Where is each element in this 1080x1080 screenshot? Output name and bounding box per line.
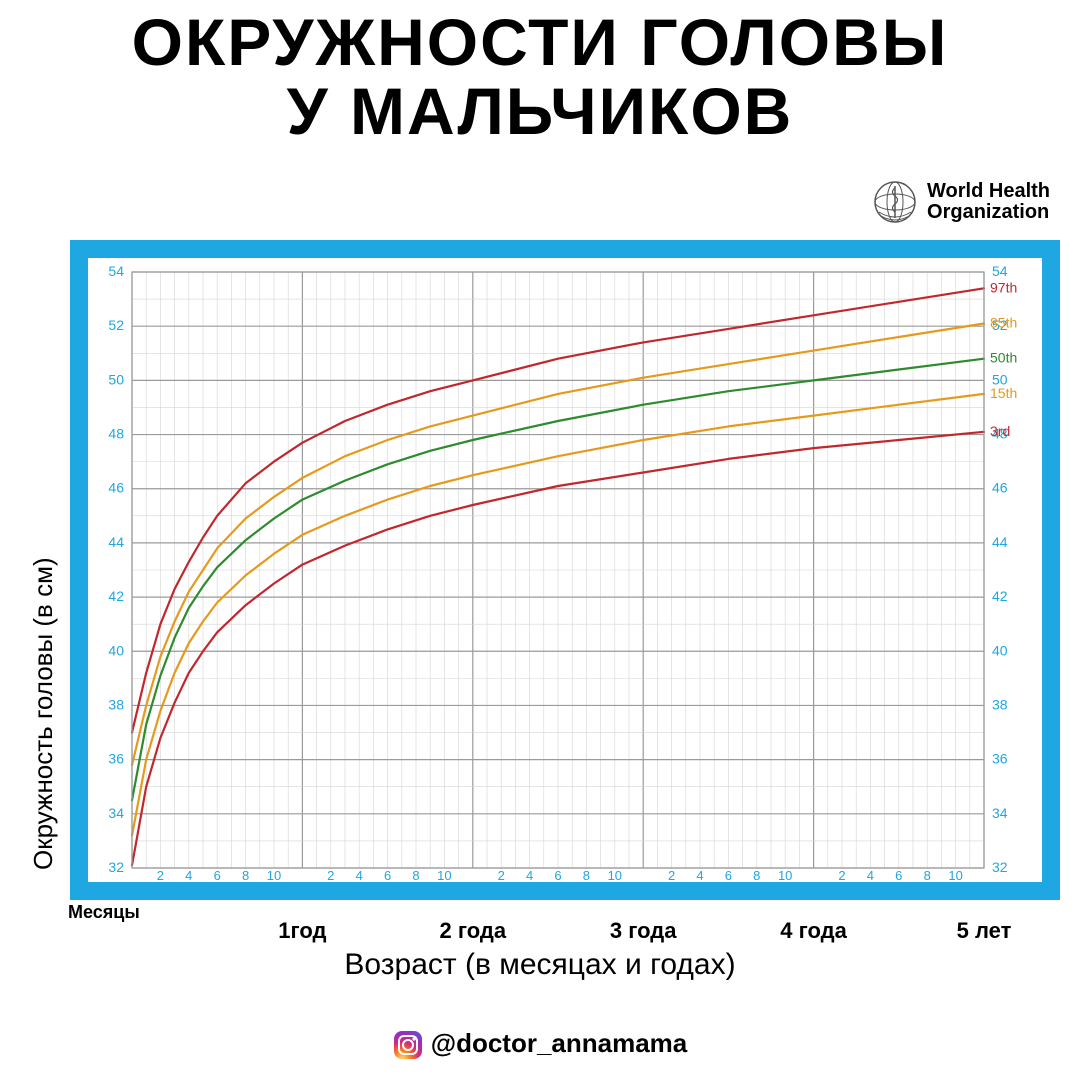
svg-text:4: 4 bbox=[356, 868, 363, 882]
svg-text:34: 34 bbox=[992, 805, 1008, 821]
svg-text:50: 50 bbox=[108, 371, 124, 387]
svg-text:44: 44 bbox=[992, 534, 1008, 550]
page-title: ОКРУЖНОСТИ ГОЛОВЫ У МАЛЬЧИКОВ bbox=[0, 8, 1080, 147]
svg-text:6: 6 bbox=[384, 868, 391, 882]
y-axis-label: Окружность головы (в см) bbox=[28, 557, 59, 870]
svg-text:38: 38 bbox=[992, 696, 1008, 712]
svg-text:2: 2 bbox=[327, 868, 334, 882]
who-logo-icon bbox=[873, 180, 917, 224]
svg-text:40: 40 bbox=[992, 642, 1008, 658]
svg-text:54: 54 bbox=[108, 263, 124, 279]
footer-handle: @doctor_annamama bbox=[0, 1028, 1080, 1060]
svg-text:4: 4 bbox=[526, 868, 533, 882]
svg-text:6: 6 bbox=[895, 868, 902, 882]
svg-text:48: 48 bbox=[108, 426, 124, 442]
svg-text:8: 8 bbox=[242, 868, 249, 882]
footer-handle-text: @doctor_annamama bbox=[431, 1028, 688, 1058]
svg-text:32: 32 bbox=[108, 859, 124, 875]
who-badge: World Health Organization bbox=[873, 180, 1050, 224]
svg-text:46: 46 bbox=[992, 480, 1008, 496]
who-label-line1: World Health bbox=[927, 180, 1050, 202]
svg-text:42: 42 bbox=[992, 588, 1008, 604]
svg-text:10: 10 bbox=[778, 868, 792, 882]
svg-text:15th: 15th bbox=[990, 385, 1017, 401]
svg-text:4: 4 bbox=[185, 868, 192, 882]
svg-text:4: 4 bbox=[696, 868, 703, 882]
instagram-icon bbox=[393, 1030, 423, 1060]
year-label: 1год bbox=[278, 918, 326, 944]
year-label: 2 года bbox=[440, 918, 507, 944]
svg-text:3rd: 3rd bbox=[990, 423, 1010, 439]
svg-text:6: 6 bbox=[725, 868, 732, 882]
chart-frame: 3232343436363838404042424444464648485050… bbox=[70, 240, 1060, 900]
who-label-line2: Organization bbox=[927, 201, 1049, 223]
svg-text:10: 10 bbox=[608, 868, 622, 882]
svg-text:52: 52 bbox=[108, 317, 124, 333]
svg-text:85th: 85th bbox=[990, 314, 1017, 330]
svg-text:10: 10 bbox=[948, 868, 962, 882]
svg-text:44: 44 bbox=[108, 534, 124, 550]
svg-text:38: 38 bbox=[108, 696, 124, 712]
svg-text:8: 8 bbox=[412, 868, 419, 882]
svg-text:8: 8 bbox=[753, 868, 760, 882]
svg-text:10: 10 bbox=[267, 868, 281, 882]
svg-text:2: 2 bbox=[157, 868, 164, 882]
svg-text:32: 32 bbox=[992, 859, 1008, 875]
svg-text:2: 2 bbox=[668, 868, 675, 882]
svg-text:8: 8 bbox=[583, 868, 590, 882]
svg-text:8: 8 bbox=[924, 868, 931, 882]
svg-text:36: 36 bbox=[992, 751, 1008, 767]
svg-text:97th: 97th bbox=[990, 279, 1017, 295]
svg-text:2: 2 bbox=[838, 868, 845, 882]
who-label: World Health Organization bbox=[927, 181, 1050, 223]
svg-text:6: 6 bbox=[554, 868, 561, 882]
svg-text:46: 46 bbox=[108, 480, 124, 496]
svg-text:6: 6 bbox=[214, 868, 221, 882]
x-axis-label: Возраст (в месяцах и годах) bbox=[0, 948, 1080, 982]
svg-text:42: 42 bbox=[108, 588, 124, 604]
months-word: Месяцы bbox=[68, 902, 140, 923]
svg-text:40: 40 bbox=[108, 642, 124, 658]
title-line-1: ОКРУЖНОСТИ ГОЛОВЫ bbox=[0, 8, 1080, 77]
title-line-2: У МАЛЬЧИКОВ bbox=[0, 77, 1080, 146]
svg-text:10: 10 bbox=[437, 868, 451, 882]
year-label: 4 года bbox=[780, 918, 847, 944]
year-label: 5 лет bbox=[957, 918, 1012, 944]
svg-text:2: 2 bbox=[498, 868, 505, 882]
svg-text:4: 4 bbox=[867, 868, 874, 882]
svg-text:54: 54 bbox=[992, 263, 1008, 279]
svg-text:34: 34 bbox=[108, 805, 124, 821]
year-label: 3 года bbox=[610, 918, 677, 944]
svg-text:50th: 50th bbox=[990, 350, 1017, 366]
svg-text:36: 36 bbox=[108, 751, 124, 767]
